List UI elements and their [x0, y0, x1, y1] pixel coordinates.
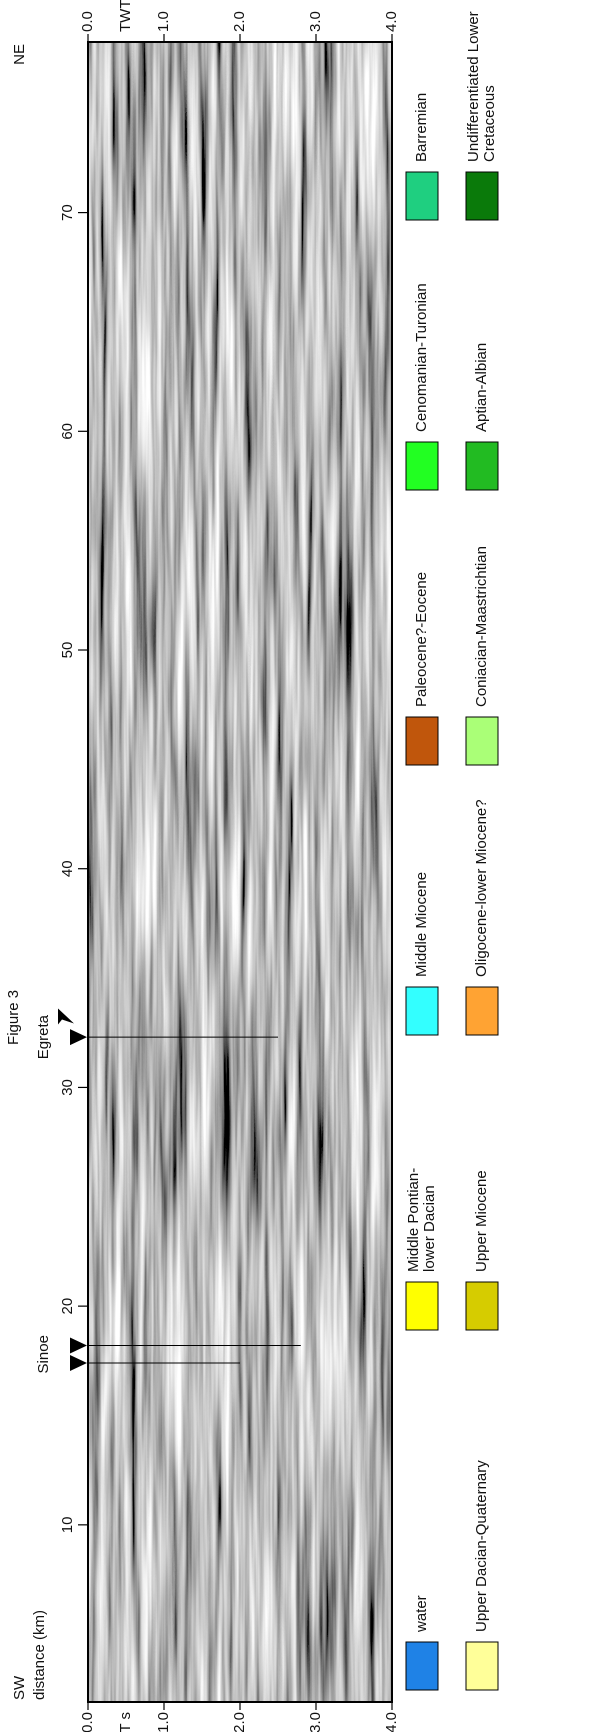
- legend-label: lower Dacian: [421, 1185, 438, 1272]
- y-tick-label: 1.0: [155, 1712, 172, 1732]
- legend-swatch: [465, 1281, 499, 1331]
- legend-label: Aptian-Albian: [473, 343, 490, 432]
- legend-swatch: [405, 171, 439, 221]
- figure-arrow: [58, 1008, 74, 1025]
- legend-swatch: [465, 171, 499, 221]
- x-tick-label: 60: [59, 423, 76, 440]
- legend-swatch: [405, 441, 439, 491]
- well-label: Sinoe: [35, 1335, 52, 1373]
- legend-label: Upper Miocene: [473, 1170, 490, 1272]
- legend-label: Middle Miocene: [413, 872, 430, 977]
- y-tick-label: 4.0: [383, 1712, 400, 1732]
- x-tick-label: 20: [59, 1298, 76, 1315]
- y-tick-label: 4.0: [383, 11, 400, 32]
- legend-swatch: [405, 986, 439, 1036]
- legend-swatch: [465, 441, 499, 491]
- well-arrow: [70, 1337, 87, 1354]
- seismic-image: [88, 42, 392, 1702]
- y-tick-label: 3.0: [307, 1712, 324, 1732]
- y-tick-label: 0.0: [79, 11, 96, 32]
- x-tick-label: 70: [59, 204, 76, 221]
- well-arrow: [70, 1355, 87, 1372]
- y-tick-label: 2.0: [231, 1712, 248, 1732]
- legend-swatch: [405, 716, 439, 766]
- x-axis-label: distance (km): [31, 1610, 48, 1700]
- legend-label: Cenomanian-Turonian: [413, 283, 430, 432]
- x-tick-label: 10: [59, 1517, 76, 1534]
- y-tick-label: 2.0: [231, 11, 248, 32]
- legend-label: Upper Dacian-Quaternary: [473, 1460, 490, 1632]
- legend-swatch: [465, 1641, 499, 1691]
- y-tick-label: 3.0: [307, 11, 324, 32]
- legend-label: Coniacian-Maastrichtian: [473, 546, 490, 707]
- y-axis-label: TWT s: [117, 1712, 134, 1732]
- well-label: Egreta: [35, 1014, 52, 1059]
- sw-label: SW: [11, 1675, 28, 1700]
- y-axis-label: TWT s: [117, 0, 134, 32]
- x-tick-label: 50: [59, 642, 76, 659]
- legend-label: Oligocene-lower Miocene?: [473, 799, 490, 977]
- legend-label: Paleocene?-Eocene: [413, 572, 430, 707]
- legend-label: Undifferentiated Lower: [465, 11, 482, 162]
- legend-label: water: [413, 1595, 430, 1633]
- y-tick-label: 0.0: [79, 1712, 96, 1732]
- legend-label: Barremian: [413, 93, 430, 162]
- figure-label: Figure 3: [5, 990, 22, 1045]
- ne-label: NE: [11, 44, 28, 65]
- x-tick-label: 30: [59, 1079, 76, 1096]
- legend-swatch: [465, 716, 499, 766]
- legend-label: Cretaceous: [481, 85, 498, 162]
- legend-label: Middle Pontian-: [405, 1168, 422, 1272]
- well-arrow: [70, 1029, 87, 1046]
- legend-swatch: [465, 986, 499, 1036]
- y-tick-label: 1.0: [155, 11, 172, 32]
- legend-swatch: [405, 1641, 439, 1691]
- legend-swatch: [405, 1281, 439, 1331]
- x-tick-label: 40: [59, 860, 76, 877]
